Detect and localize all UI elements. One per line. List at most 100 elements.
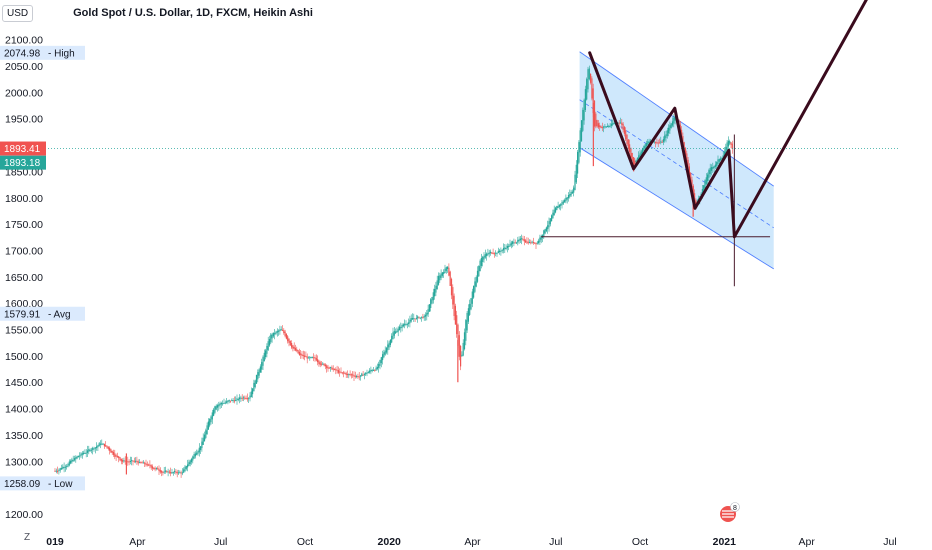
channel-lower-line[interactable] — [579, 147, 774, 270]
candle-body — [254, 380, 256, 388]
candle-body — [642, 148, 644, 154]
candle-body — [551, 215, 553, 222]
candle-body — [463, 332, 466, 350]
candle-body — [519, 238, 521, 241]
candle-body — [278, 330, 280, 332]
candle-body — [68, 461, 70, 466]
candle-body — [367, 372, 369, 374]
candle-body — [587, 69, 589, 90]
candle-body — [474, 281, 476, 292]
candle-body — [608, 126, 610, 127]
drawing-tools[interactable] — [0, 0, 903, 287]
candle-body — [479, 260, 481, 272]
candle-body — [388, 342, 390, 348]
candle-body — [357, 376, 359, 378]
candle-body — [131, 459, 133, 462]
candle-body — [558, 204, 560, 208]
candle-body — [71, 459, 73, 463]
candle-body — [167, 471, 169, 473]
channel-mid-line[interactable] — [579, 99, 774, 229]
candle-body — [482, 256, 484, 262]
candle-body — [154, 468, 156, 470]
candle-body — [661, 141, 663, 143]
candle-body — [289, 340, 291, 346]
candle-body — [592, 88, 594, 114]
candle-body — [213, 409, 215, 416]
candle-body — [172, 472, 174, 474]
candle-body — [603, 126, 605, 128]
candle-body — [531, 241, 533, 243]
candle-body — [363, 374, 365, 376]
x-tick-label: 2021 — [713, 536, 737, 548]
symbol-title[interactable]: Gold Spot / U.S. Dollar, 1D, FXCM, Heiki… — [73, 7, 313, 19]
projection-zigzag[interactable] — [588, 0, 903, 239]
candle-body — [553, 209, 555, 216]
candle-body — [549, 218, 551, 225]
candle-body — [101, 443, 103, 445]
candle-body — [122, 460, 124, 462]
candle-body — [220, 403, 222, 405]
candle-body — [478, 266, 480, 277]
candle-body — [324, 364, 326, 367]
y-tick-label: 1200.00 — [5, 509, 43, 521]
candle-body — [460, 346, 462, 367]
candle-body — [461, 354, 463, 357]
candle-body — [314, 357, 316, 359]
candle-body — [421, 316, 423, 318]
earnings-event-badge[interactable]: 8 — [720, 502, 740, 523]
candle-body — [340, 371, 342, 373]
candle-body — [565, 197, 567, 202]
candle-body — [393, 330, 395, 336]
currency-badge[interactable]: USD — [2, 4, 34, 22]
candle-body — [378, 363, 380, 368]
candle-body — [489, 251, 492, 254]
candle-body — [380, 357, 382, 363]
zoom-button[interactable]: Z — [23, 532, 31, 543]
avg-tag-background — [0, 306, 85, 321]
candle-body — [658, 142, 661, 144]
x-tick-label: 019 — [46, 536, 64, 548]
candle-body — [610, 123, 612, 126]
x-tick-label: Jul — [883, 536, 896, 548]
candle-body — [506, 246, 508, 249]
candle-body — [374, 370, 376, 372]
candle-body — [593, 100, 596, 127]
candle-body — [383, 352, 385, 358]
candle-body — [177, 472, 180, 474]
candle-body — [75, 457, 77, 460]
candle-body — [223, 402, 225, 404]
candle-body — [635, 160, 637, 163]
candle-body — [200, 446, 202, 451]
candle-body — [326, 365, 328, 369]
candle-body — [119, 457, 121, 461]
low-tag-label: - Low — [48, 479, 73, 490]
candle-body — [60, 468, 63, 470]
candle-body — [723, 151, 726, 157]
candle-body — [249, 395, 251, 399]
candle-body — [434, 289, 436, 297]
x-tick-label: Apr — [129, 536, 146, 548]
candle-body — [653, 141, 655, 143]
candle-body — [335, 369, 337, 371]
candle-body — [580, 120, 583, 142]
candle-body — [536, 242, 538, 244]
candle-body — [688, 166, 690, 180]
candle-body — [97, 445, 99, 448]
candle-body — [424, 314, 427, 317]
candle-body — [322, 363, 324, 365]
candle-body — [310, 357, 312, 358]
candle-body — [622, 123, 624, 130]
candle-body — [369, 370, 371, 373]
candle-body — [98, 443, 100, 447]
candle-body — [709, 167, 711, 174]
channel-fill[interactable] — [579, 51, 774, 269]
y-tick-label: 1350.00 — [5, 430, 43, 442]
candle-body — [96, 446, 98, 449]
candle-body — [93, 448, 95, 450]
candle-body — [483, 255, 485, 260]
candle-body — [648, 141, 650, 143]
candle-body — [337, 370, 339, 373]
candle-body — [72, 460, 74, 462]
candle-body — [643, 146, 645, 151]
